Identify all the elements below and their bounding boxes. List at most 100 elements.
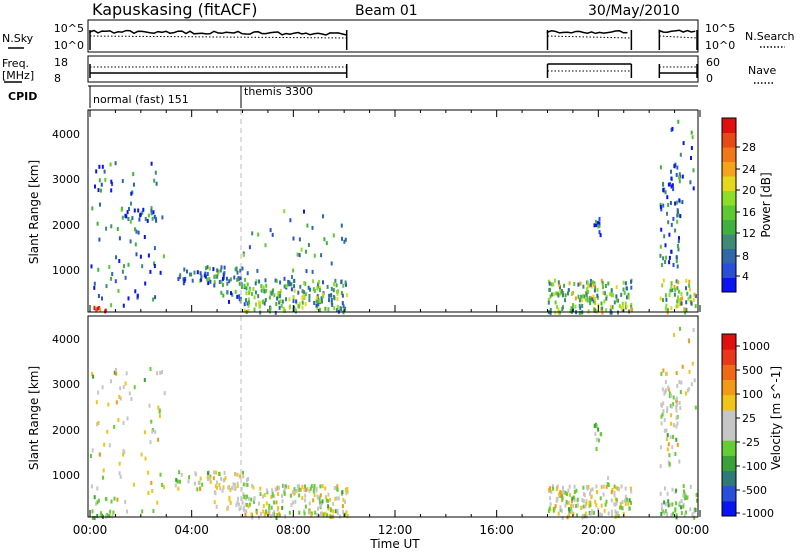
- velocity-ytick-3000: 3000: [52, 378, 80, 391]
- velocity-cell-293: [274, 487, 277, 492]
- velocity-cell-407: [575, 504, 578, 508]
- velocity-cell-33: [96, 486, 99, 491]
- velocity-cell-184: [242, 492, 245, 497]
- velocity-cell-36: [161, 370, 163, 375]
- power-cell-632: [662, 187, 665, 192]
- power-cell-198: [245, 298, 247, 303]
- velocity-cell-40: [124, 499, 127, 504]
- power-cell-714: [666, 310, 669, 315]
- power-cell-380: [339, 306, 342, 311]
- power-cell-650: [668, 255, 671, 260]
- power-cell-584: [593, 283, 596, 287]
- power-cell-337: [247, 308, 250, 313]
- beam-title: Beam 01: [355, 3, 418, 19]
- velocity-cell-282: [322, 512, 325, 517]
- velocity-cell-592: [660, 371, 663, 376]
- velocity-cell-490: [558, 492, 561, 497]
- velocity-cell-127: [232, 482, 235, 487]
- velocity-cell-584: [668, 394, 671, 399]
- power-cell-582: [610, 304, 612, 309]
- power-cell-32: [124, 275, 127, 280]
- power-cell-327: [297, 290, 300, 295]
- power-cell-18: [137, 230, 140, 235]
- power-cell-153: [183, 278, 186, 283]
- power-colorbar-swatch-1: [722, 263, 736, 278]
- velocity-cell-636: [682, 504, 685, 509]
- power-cell-24: [122, 303, 125, 308]
- velocity-colorbar-tick-label-3: 25: [742, 412, 756, 425]
- velocity-cell-554: [675, 424, 678, 429]
- velocity-cell-38: [96, 422, 99, 427]
- velocity-cell-633: [670, 513, 673, 517]
- power-cell-243: [336, 292, 339, 297]
- power-cell-711: [685, 286, 687, 291]
- velocity-cell-511: [620, 484, 623, 489]
- velocity-cell-532: [588, 500, 591, 505]
- freq-left-tick-top: 18: [54, 56, 68, 69]
- power-cell-553: [557, 310, 560, 315]
- noise-left-tick-bottom: 10^0: [54, 39, 84, 52]
- power-cell-546: [558, 283, 561, 288]
- power-cell-668: [669, 288, 672, 293]
- power-cell-674: [689, 287, 691, 292]
- power-cell-525: [548, 281, 551, 286]
- velocity-cell-363: [327, 492, 330, 497]
- power-cell-713: [665, 297, 668, 302]
- velocity-cell-321: [259, 486, 262, 491]
- power-cell-600: [670, 222, 673, 227]
- velocity-cell-598: [666, 433, 669, 438]
- power-cell-416: [257, 232, 260, 237]
- power-cell-59: [162, 254, 165, 259]
- power-cell-295: [333, 306, 336, 311]
- power-cell-154: [213, 280, 216, 285]
- power-cell-478: [607, 281, 610, 286]
- power-cell-107: [151, 216, 154, 221]
- power-cell-303: [344, 280, 347, 285]
- velocity-cell-227: [294, 499, 297, 504]
- velocity-cell-137: [233, 483, 236, 487]
- velocity-cell-545: [594, 431, 597, 436]
- power-cell-52: [121, 269, 124, 274]
- power-cell-408: [298, 253, 301, 258]
- velocity-cell-393: [561, 516, 564, 520]
- power-cell-81: [121, 179, 124, 183]
- power-cell-65: [98, 164, 101, 169]
- power-cell-594: [595, 223, 598, 227]
- velocity-cell-680: [679, 390, 682, 394]
- velocity-cell-193: [270, 495, 273, 500]
- velocity-cell-131: [215, 470, 218, 475]
- velocity-cell-94: [151, 429, 154, 434]
- power-cell-596: [595, 219, 598, 224]
- power-cell-400: [343, 239, 346, 244]
- velocity-cell-254: [319, 493, 322, 498]
- power-cell-191: [236, 294, 239, 299]
- power-cell-397: [292, 236, 295, 241]
- velocity-cell-649: [691, 512, 694, 517]
- power-cell-676: [662, 298, 664, 303]
- power-cell-77: [110, 224, 113, 229]
- velocity-cell-519: [585, 501, 588, 506]
- velocity-cell-678: [687, 387, 690, 392]
- power-cell-486: [563, 283, 566, 288]
- power-cell-28: [114, 161, 117, 166]
- velocity-cell-456: [561, 494, 564, 499]
- velocity-cell-509: [559, 490, 562, 495]
- velocity-cell-535: [555, 487, 558, 492]
- power-cell-302: [324, 306, 327, 311]
- power-cell-330: [265, 283, 268, 288]
- velocity-cell-476: [555, 498, 558, 503]
- velocity-cell-630: [683, 491, 686, 496]
- power-cell-589: [578, 303, 581, 308]
- power-cell-506: [586, 284, 589, 289]
- power-cell-86: [134, 242, 137, 247]
- power-cell-85: [134, 289, 137, 294]
- velocity-cell-341: [346, 487, 348, 492]
- power-cell-701: [685, 278, 688, 283]
- power-cell-736: [678, 179, 681, 184]
- power-cell-691: [675, 304, 678, 309]
- velocity-cell-257: [277, 505, 280, 510]
- velocity-cell-646: [664, 486, 666, 491]
- velocity-cell-385: [615, 498, 618, 503]
- velocity-cell-485: [576, 497, 579, 502]
